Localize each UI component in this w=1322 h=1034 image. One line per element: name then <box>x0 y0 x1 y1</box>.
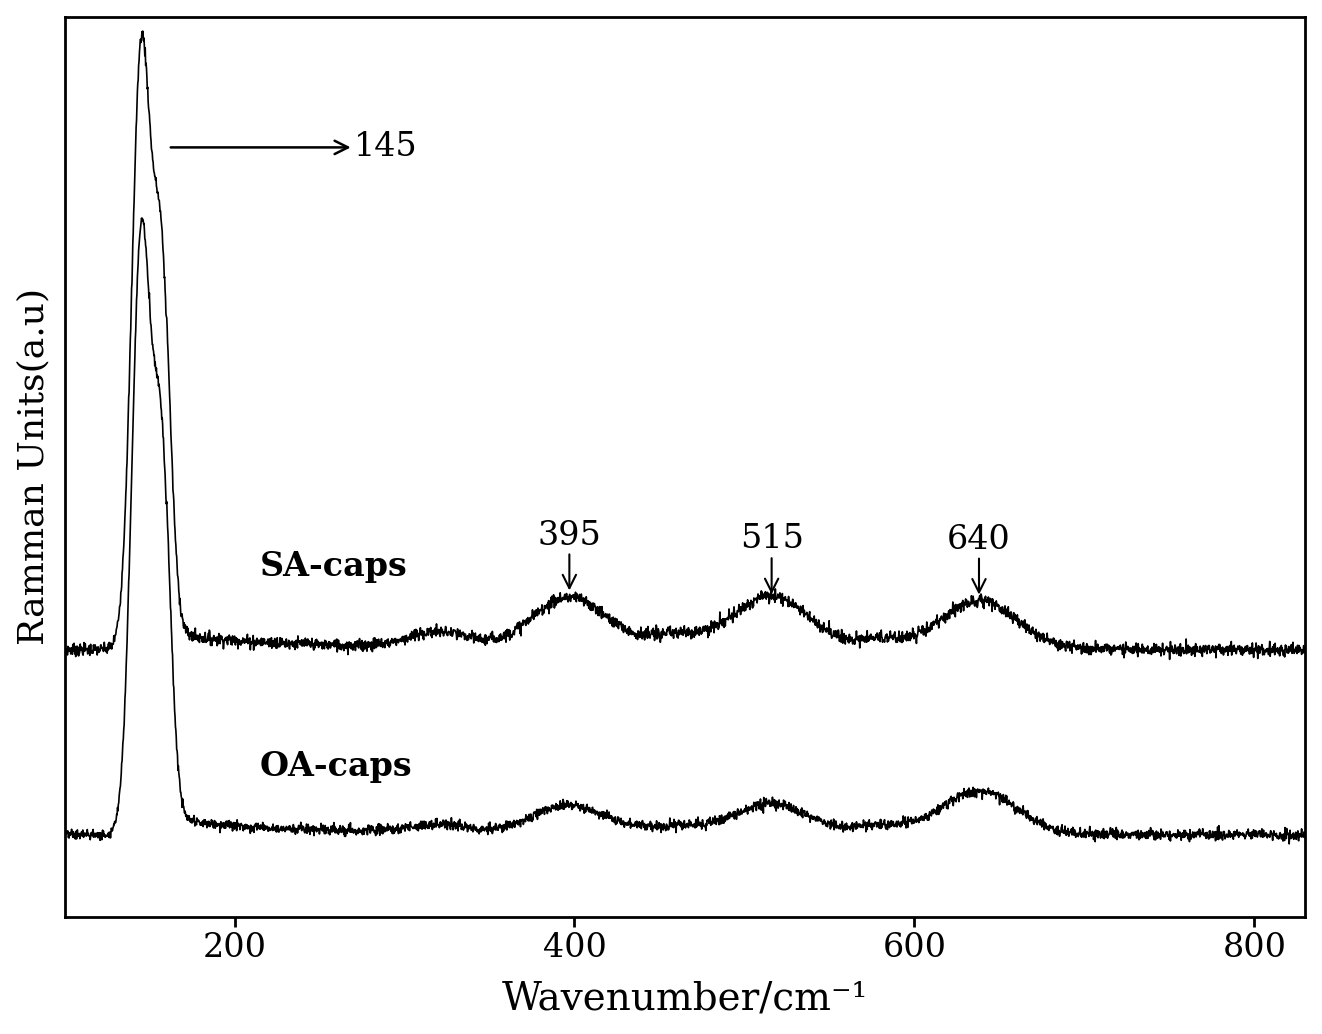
Text: 515: 515 <box>739 523 804 592</box>
Text: OA-caps: OA-caps <box>260 751 412 784</box>
X-axis label: Wavenumber/cm⁻¹: Wavenumber/cm⁻¹ <box>502 980 869 1017</box>
Text: 395: 395 <box>538 519 602 588</box>
Text: SA-caps: SA-caps <box>260 550 407 582</box>
Text: 145: 145 <box>171 131 418 163</box>
Text: 640: 640 <box>947 524 1011 592</box>
Y-axis label: Ramman Units(a.u): Ramman Units(a.u) <box>17 288 50 645</box>
